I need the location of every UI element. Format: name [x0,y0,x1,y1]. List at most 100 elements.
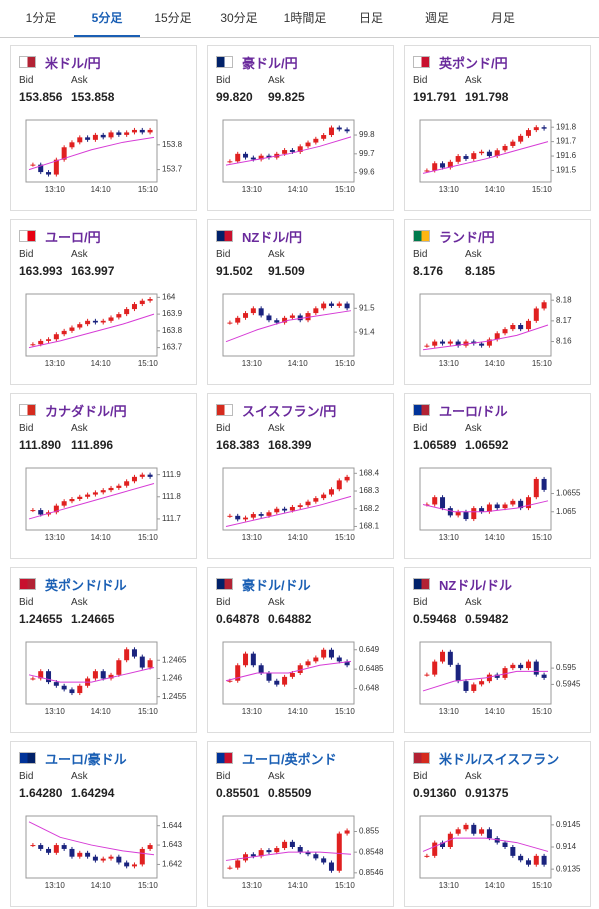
candle [100,671,106,679]
candle [227,161,233,163]
bid-value: 153.856 [19,90,63,104]
plot-frame [222,119,355,183]
candle [92,492,98,495]
candle [479,829,485,834]
flag-icon [413,578,430,590]
candle [541,855,547,865]
candle [305,313,311,321]
candle [85,494,91,497]
quote-card[interactable]: ユーロ/ドル Bid 1.06589 Ask 1.06592 1.065 1.0655 13:… [404,393,591,559]
quote-card[interactable]: カナダドル/円 Bid 111.890 Ask 111.896 111.7 111.8 111… [10,393,197,559]
x-tick-label: 15:10 [138,359,159,368]
y-tick-label: 0.9145 [556,820,581,829]
candle [46,339,52,341]
ask-value: 0.59482 [465,612,509,626]
candle [463,511,469,520]
mini-chart: 1.642 1.643 1.644 13:10 14:10 15:10 [25,815,183,890]
candle [328,649,334,658]
candle [250,514,256,518]
candle [227,867,233,869]
quote-card[interactable]: 英ポンド/円 Bid 191.791 Ask 191.798 191.5 191.6 191.… [404,45,591,211]
candle [455,664,461,682]
y-tick-label: 111.9 [162,470,181,479]
candle [116,856,122,863]
candle [53,682,59,686]
candle [100,320,106,323]
mini-chart: 0.5945 0.595 13:10 14:10 15:10 [419,641,581,716]
quote-card[interactable]: ランド/円 Bid 8.176 Ask 8.185 8.16 8.17 8.18 13:10 14… [404,219,591,385]
quote-card[interactable]: NZドル/ドル Bid 0.59468 Ask 0.59482 0.5945 0.595 13… [404,567,591,733]
ask-value: 111.896 [71,438,114,452]
candle [69,689,75,694]
moving-average [225,851,352,861]
tab[interactable]: 月足 [490,11,515,25]
candle [502,668,508,678]
candle [124,649,130,661]
tab[interactable]: 週足 [424,11,449,25]
y-tick-label: 0.6485 [359,664,384,673]
bid-value: 0.64878 [216,612,260,626]
pair-name: 英ポンド/円 [439,56,508,71]
quote-card[interactable]: NZドル/円 Bid 91.502 Ask 91.509 91.4 91.5 13:10 14:… [207,219,394,385]
quote-card[interactable]: 米ドル/円 Bid 153.856 Ask 153.858 153.7 153.8 13:10… [10,45,197,211]
candle [297,505,303,507]
candle [250,653,256,666]
quote-card[interactable]: 英ポンド/ドル Bid 1.24655 Ask 1.24665 1.2455 1.246 1.… [10,567,197,733]
bid-label: Bid [216,423,231,434]
x-tick-label: 15:10 [335,359,356,368]
candle [424,170,430,172]
candle [282,150,288,154]
candle [139,656,145,668]
tab[interactable]: 15分足 [154,11,192,25]
candle [440,842,446,847]
ask-value: 153.858 [71,90,115,104]
tab[interactable]: 30分足 [220,11,258,25]
tab[interactable]: 1分足 [25,11,57,25]
y-tick-label: 0.5945 [556,680,581,689]
tab[interactable]: 日足 [358,11,383,25]
bid-label: Bid [413,597,428,608]
candle [147,299,153,301]
bid-value: 191.791 [413,90,457,104]
candle [440,651,446,662]
pair-name: 豪ドル/円 [242,56,298,71]
ask-value: 1.06592 [465,438,509,452]
candle [100,490,106,493]
quote-card[interactable]: スイスフラン/円 Bid 168.383 Ask 168.399 168.1 168.2 16… [207,393,394,559]
candle [305,852,311,855]
candle [61,330,67,335]
candle [250,308,256,314]
candle [479,681,485,685]
mini-chart: 99.6 99.7 99.8 13:10 14:10 15:10 [222,119,375,194]
moving-average [422,141,549,174]
x-tick-label: 13:10 [439,533,460,542]
tab[interactable]: 1時間足 [283,11,327,25]
candle [313,854,319,859]
candle [289,315,295,318]
quote-card[interactable]: 豪ドル/円 Bid 99.820 Ask 99.825 99.6 99.7 99.8 13:10… [207,45,394,211]
tab[interactable]: 5分足 [74,0,140,37]
candle [243,153,249,158]
candle [46,848,52,853]
candle [30,344,36,346]
x-tick-label: 15:10 [335,533,356,542]
quote-card[interactable]: 米ドル/スイスフラン Bid 0.91360 Ask 0.91375 0.9135 0.91… [404,741,591,907]
quote-card[interactable]: ユーロ/英ポンド Bid 0.85501 Ask 0.85509 0.8546 0.8548… [207,741,394,907]
plot-frame [222,815,355,879]
candle [455,341,461,346]
y-tick-label: 111.8 [162,492,181,501]
flag-icon [19,56,36,68]
bid-label: Bid [19,249,34,260]
quote-card[interactable]: ユーロ/豪ドル Bid 1.64280 Ask 1.64294 1.642 1.643 1.6… [10,741,197,907]
quote-card[interactable]: ユーロ/円 Bid 163.993 Ask 163.997 163.7 163.8 163.9… [10,219,197,385]
quote-card[interactable]: 豪ドル/ドル Bid 0.64878 Ask 0.64882 0.648 0.6485 0.6… [207,567,394,733]
candle [297,315,303,321]
mini-chart: 191.5 191.6 191.7 191.8 13:10 14:10 15:10 [419,119,577,194]
ask-label: Ask [268,423,285,434]
mini-chart: 0.648 0.6485 0.649 13:10 14:10 15:10 [222,641,384,716]
candle [510,141,516,146]
ask-label: Ask [268,597,285,608]
candle [61,685,67,690]
candle [289,150,295,152]
candle [541,478,547,490]
